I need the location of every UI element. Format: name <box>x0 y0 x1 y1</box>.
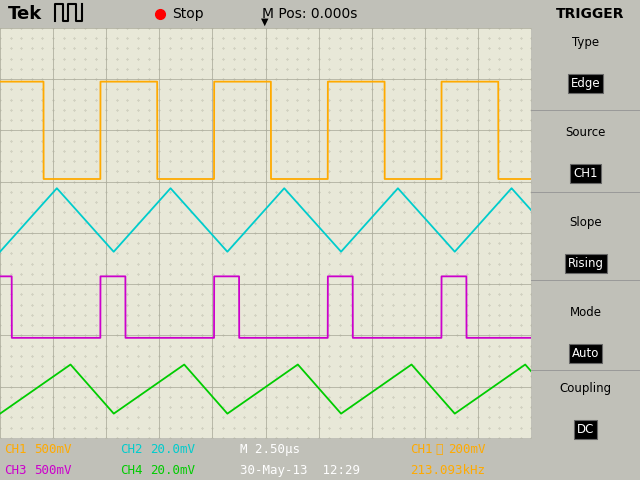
Text: 213.093kHz: 213.093kHz <box>410 464 485 477</box>
Text: Type: Type <box>572 36 599 48</box>
Text: CH1: CH1 <box>4 443 26 456</box>
Text: Tek: Tek <box>8 5 42 23</box>
Text: CH3: CH3 <box>4 464 26 477</box>
Text: 500mV: 500mV <box>34 443 72 456</box>
Text: CH2: CH2 <box>120 443 143 456</box>
Text: CH1: CH1 <box>573 167 598 180</box>
Text: Stop: Stop <box>172 7 204 21</box>
Text: ▼: ▼ <box>261 16 269 26</box>
Text: Slope: Slope <box>570 216 602 229</box>
Text: ⁄: ⁄ <box>435 443 442 456</box>
Text: CH1: CH1 <box>410 443 433 456</box>
Text: Mode: Mode <box>570 306 602 319</box>
Text: 30-May-13  12:29: 30-May-13 12:29 <box>240 464 360 477</box>
Text: M 2.50μs: M 2.50μs <box>240 443 300 456</box>
Text: Auto: Auto <box>572 347 599 360</box>
Text: 500mV: 500mV <box>34 464 72 477</box>
Text: Edge: Edge <box>571 77 600 90</box>
Text: 200mV: 200mV <box>448 443 486 456</box>
Text: CH4: CH4 <box>120 464 143 477</box>
Text: TRIGGER: TRIGGER <box>556 7 624 21</box>
Text: Rising: Rising <box>568 257 604 270</box>
Text: 20.0mV: 20.0mV <box>150 443 195 456</box>
Text: 20.0mV: 20.0mV <box>150 464 195 477</box>
Text: DC: DC <box>577 423 595 436</box>
Text: Coupling: Coupling <box>559 382 612 395</box>
Text: M Pos: 0.000s: M Pos: 0.000s <box>262 7 358 21</box>
Text: Source: Source <box>565 126 606 139</box>
